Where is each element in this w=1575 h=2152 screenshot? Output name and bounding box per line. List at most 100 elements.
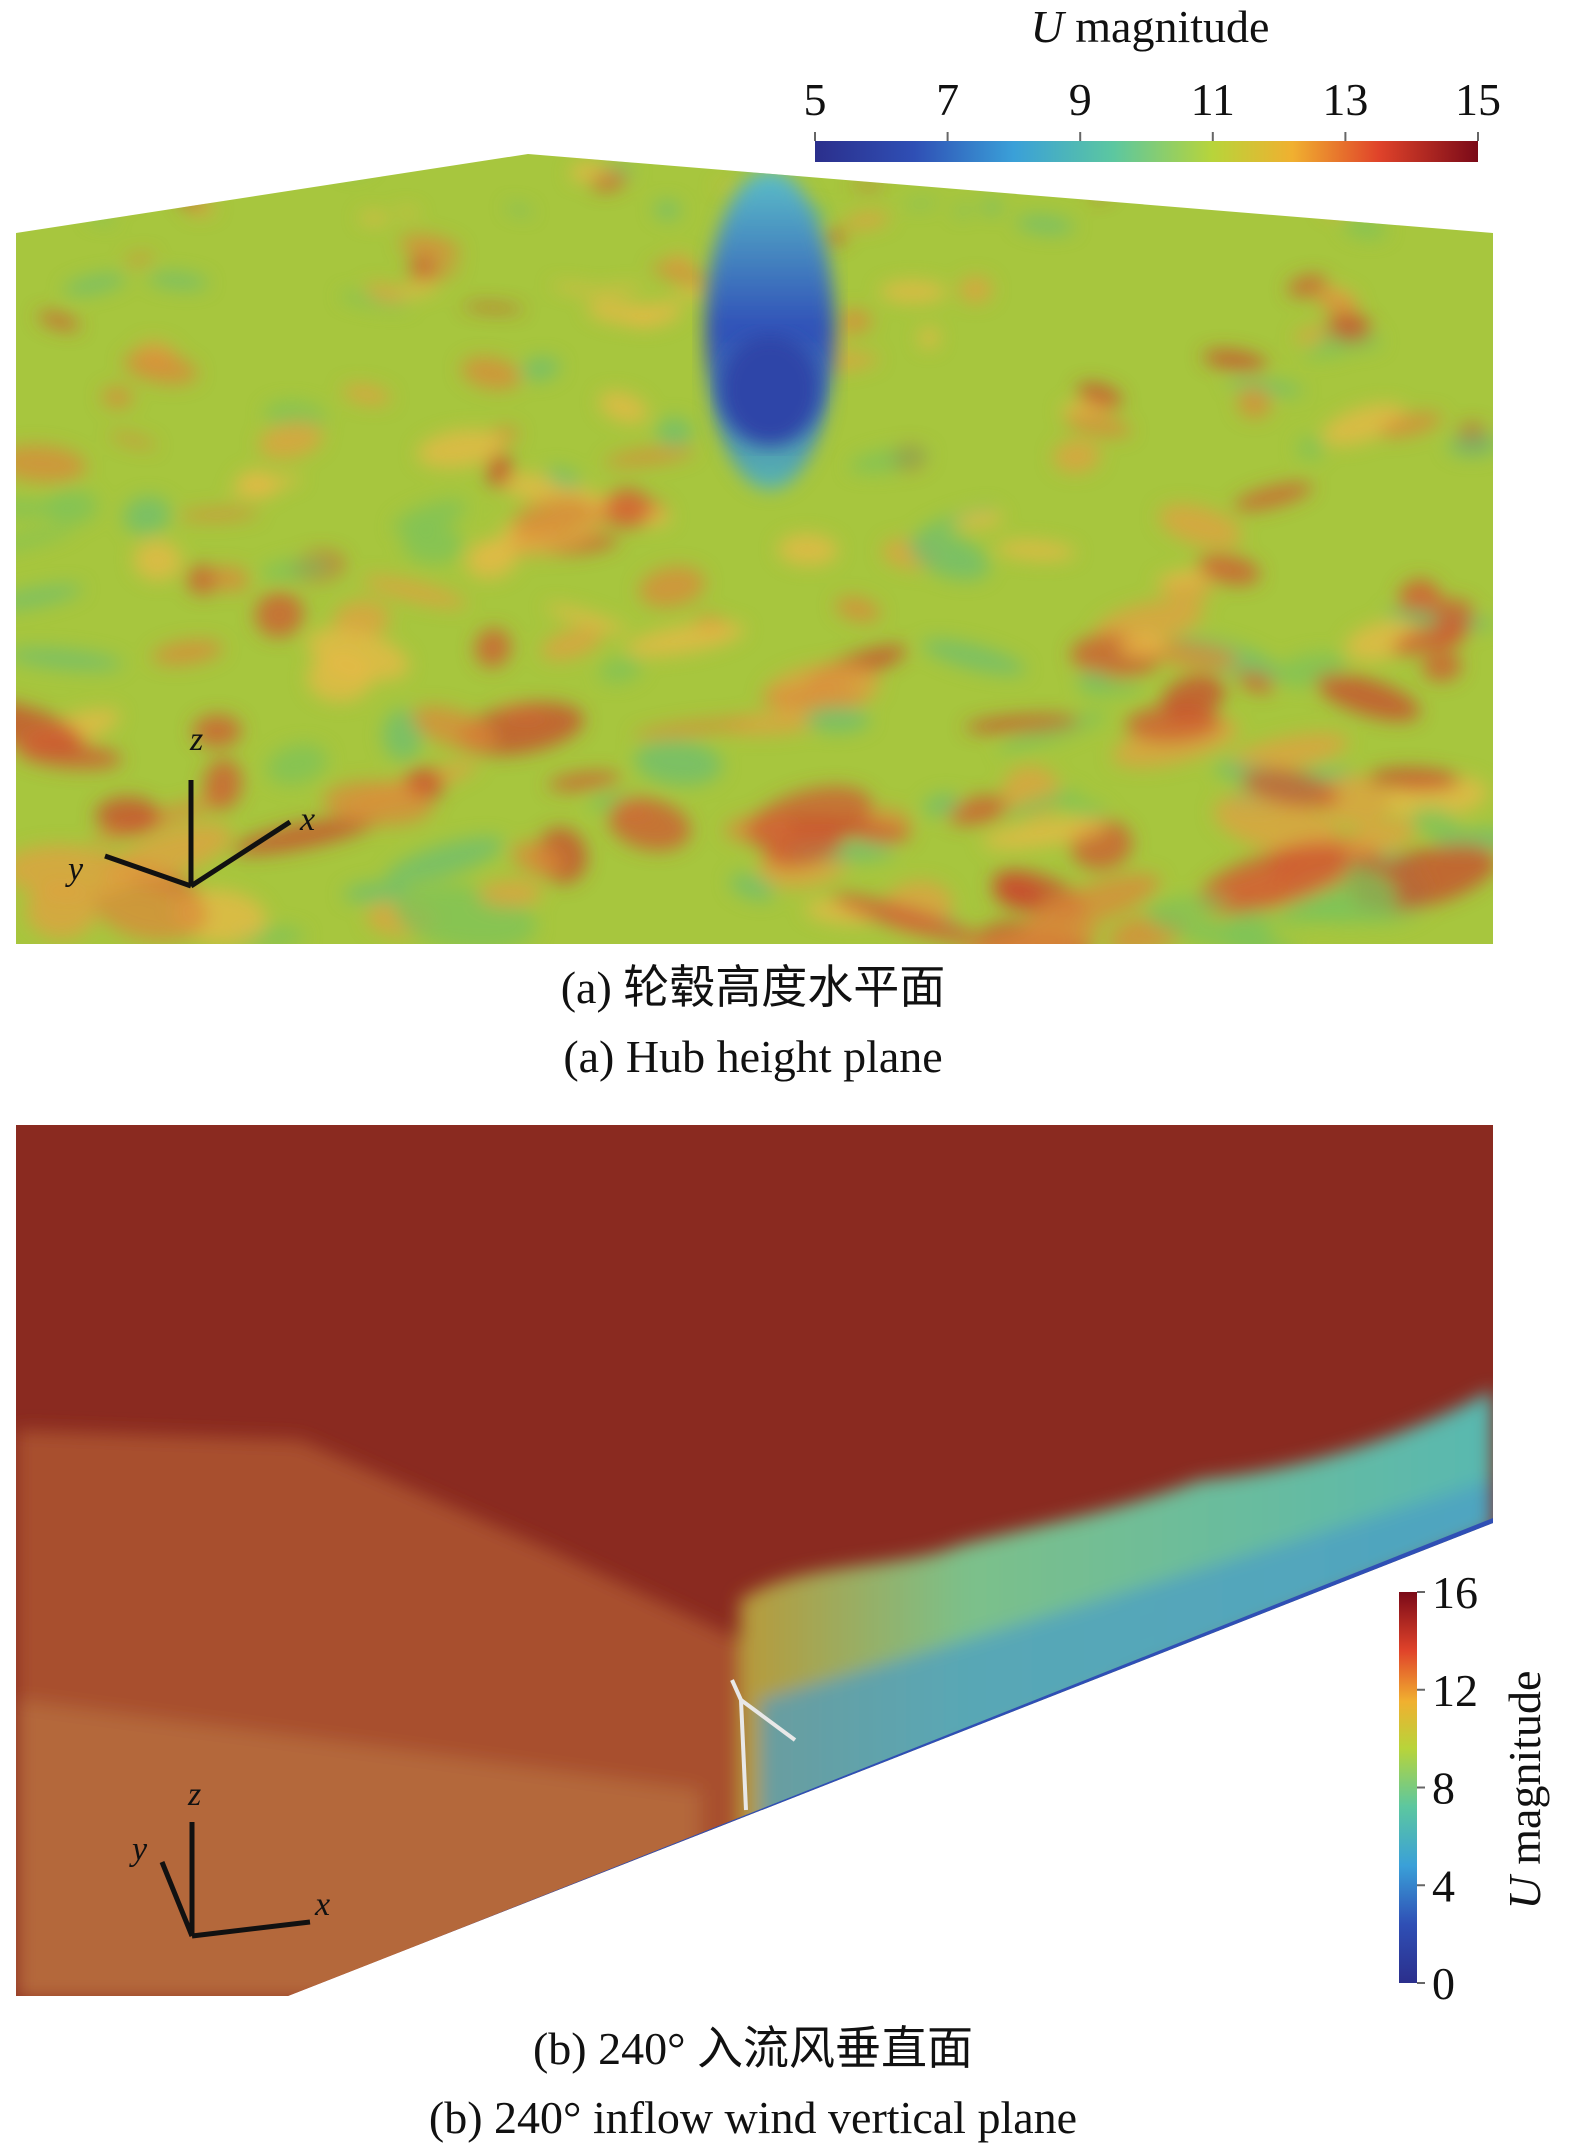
- texture: [1315, 673, 1420, 722]
- texture: [729, 873, 776, 901]
- texture: [545, 467, 583, 489]
- texture: [765, 827, 844, 869]
- texture: [16, 584, 83, 610]
- texture: [1422, 650, 1462, 682]
- texture: [460, 356, 522, 390]
- texture: [843, 211, 890, 229]
- texture: [956, 205, 971, 216]
- texture: [550, 283, 616, 297]
- texture: [416, 429, 505, 469]
- texture: [1241, 768, 1340, 809]
- texture: [192, 714, 242, 748]
- texture: [599, 656, 642, 683]
- texture: [634, 739, 723, 786]
- colorbar-symbol: U: [1499, 1873, 1550, 1909]
- texture: [714, 182, 738, 189]
- texture: [903, 200, 939, 207]
- texture: [1227, 904, 1273, 944]
- texture: [804, 705, 871, 733]
- texture: [93, 875, 208, 941]
- texture: [1053, 439, 1101, 474]
- texture: [1379, 411, 1442, 438]
- texture: [824, 229, 847, 245]
- texture: [1079, 679, 1144, 696]
- texture: [1433, 598, 1474, 630]
- texture: [1161, 674, 1226, 720]
- texture: [638, 566, 706, 608]
- texture: [1233, 482, 1313, 511]
- texture: [395, 208, 420, 216]
- texture: [1318, 774, 1391, 827]
- texture: [486, 452, 513, 488]
- texture: [598, 391, 648, 424]
- turbine: [730, 1679, 797, 1811]
- texture: [835, 596, 881, 622]
- texture: [1337, 818, 1420, 859]
- texture: [981, 200, 1003, 214]
- texture: [1370, 181, 1399, 195]
- texture: [511, 841, 562, 877]
- texture: [399, 234, 461, 261]
- texture: [921, 639, 1026, 675]
- texture: [947, 795, 1011, 826]
- texture: [358, 212, 390, 224]
- texture: [604, 446, 696, 467]
- texture: [258, 421, 323, 459]
- texture: [1052, 795, 1109, 818]
- texture: [236, 470, 278, 499]
- texture: [1273, 898, 1358, 925]
- texture: [1065, 412, 1132, 437]
- texture: [607, 797, 691, 851]
- texture: [907, 531, 990, 581]
- texture: [1089, 190, 1112, 201]
- texture: [16, 526, 74, 553]
- texture: [461, 303, 525, 313]
- texture: [89, 186, 137, 206]
- texture: [1143, 896, 1231, 915]
- texture: [342, 384, 392, 405]
- texture: [632, 718, 752, 739]
- colorbar-title: U magnitude: [1031, 1, 1270, 52]
- texture: [343, 158, 371, 174]
- field-a: [16, 154, 1493, 944]
- texture: [1297, 436, 1325, 460]
- texture: [255, 591, 304, 638]
- axis-y: y: [129, 1831, 148, 1868]
- texture: [123, 351, 198, 385]
- texture: [37, 311, 81, 331]
- texture: [402, 524, 464, 564]
- texture: [63, 273, 127, 295]
- texture: [586, 300, 653, 325]
- texture: [955, 511, 1004, 528]
- texture: [777, 533, 839, 566]
- texture: [520, 356, 561, 381]
- texture: [101, 386, 133, 408]
- texture: [16, 845, 133, 900]
- texture: [1213, 793, 1341, 856]
- colorbar: [815, 141, 1478, 162]
- texture: [650, 263, 715, 287]
- texture: [1146, 640, 1239, 670]
- texture: [212, 565, 250, 592]
- tick-label: 11: [1191, 74, 1235, 125]
- texture: [147, 272, 209, 290]
- colorbar: [1399, 1592, 1417, 1983]
- texture: [364, 283, 405, 302]
- texture: [259, 557, 336, 581]
- texture: [408, 255, 437, 277]
- texture: [654, 200, 681, 220]
- texture: [1197, 844, 1349, 914]
- caption-cn: (a) 轮毂高度水平面: [561, 962, 946, 1013]
- texture: [1227, 732, 1349, 773]
- colorbar-symbol: U: [1031, 1, 1067, 52]
- texture: [393, 499, 467, 535]
- texture: [1315, 290, 1358, 316]
- tick-label: 0: [1432, 1958, 1455, 2009]
- texture: [923, 793, 960, 816]
- texture: [964, 715, 1080, 734]
- texture: [1158, 503, 1242, 548]
- texture: [178, 508, 260, 521]
- texture: [1368, 767, 1461, 791]
- texture: [1202, 349, 1268, 372]
